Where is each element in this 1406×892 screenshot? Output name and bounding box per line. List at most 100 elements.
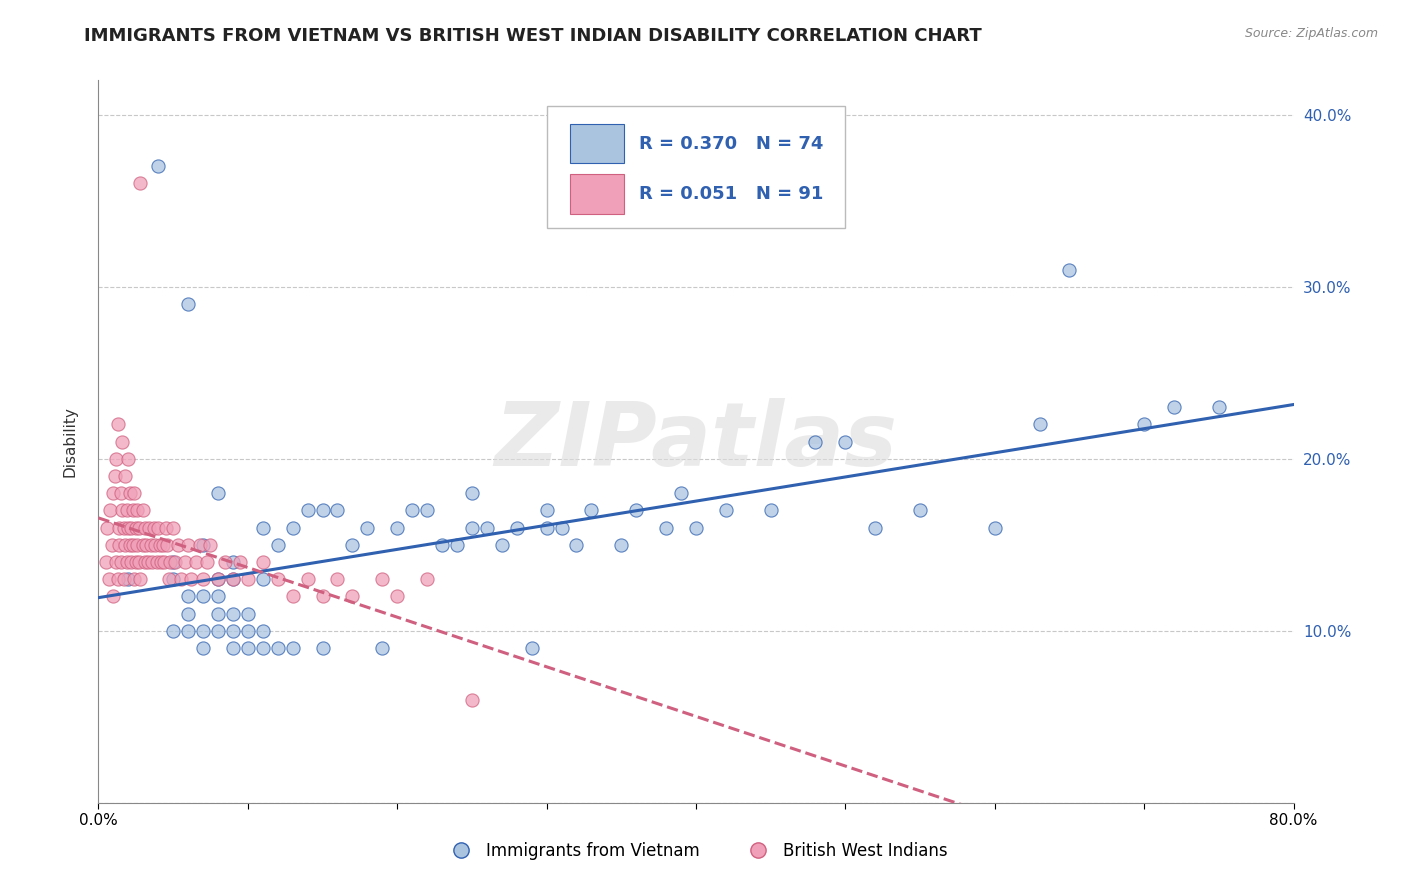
Point	[685, 520, 707, 534]
Point	[129, 177, 152, 191]
Point	[267, 640, 290, 655]
Point	[152, 538, 174, 552]
Point	[197, 555, 219, 569]
Point	[150, 555, 173, 569]
Point	[252, 555, 274, 569]
Point	[159, 555, 181, 569]
Point	[1059, 262, 1081, 277]
Point	[129, 572, 152, 586]
Point	[865, 520, 887, 534]
Point	[169, 572, 191, 586]
Point	[461, 486, 484, 500]
Point	[163, 555, 186, 569]
Point	[207, 572, 229, 586]
Point	[371, 572, 394, 586]
Point	[143, 538, 166, 552]
Point	[207, 572, 229, 586]
Point	[177, 538, 200, 552]
Point	[124, 572, 146, 586]
Point	[222, 640, 245, 655]
Point	[222, 572, 245, 586]
Point	[416, 572, 439, 586]
Point	[107, 572, 129, 586]
Point	[297, 503, 319, 517]
Point	[108, 520, 131, 534]
Point	[252, 640, 274, 655]
Point	[104, 469, 127, 483]
Point	[1133, 417, 1156, 432]
Point	[162, 520, 184, 534]
Point	[342, 538, 364, 552]
Point	[311, 640, 333, 655]
Point	[252, 520, 274, 534]
Point	[536, 503, 558, 517]
Point	[1208, 400, 1230, 414]
Point	[117, 451, 139, 466]
Point	[385, 590, 409, 604]
Point	[207, 624, 229, 638]
Point	[281, 520, 304, 534]
Point	[96, 520, 118, 534]
Point	[191, 624, 214, 638]
Point	[128, 555, 150, 569]
Point	[491, 538, 513, 552]
Point	[174, 555, 197, 569]
Point	[207, 607, 229, 621]
Point	[356, 520, 378, 534]
Point	[834, 434, 856, 449]
Point	[139, 538, 162, 552]
Legend: Immigrants from Vietnam, British West Indians: Immigrants from Vietnam, British West In…	[437, 836, 955, 867]
Point	[252, 624, 274, 638]
Point	[162, 555, 184, 569]
Point	[326, 572, 349, 586]
Point	[177, 590, 200, 604]
Point	[1028, 417, 1050, 432]
Point	[430, 538, 453, 552]
Point	[222, 607, 245, 621]
Point	[506, 520, 529, 534]
Point	[804, 434, 827, 449]
Point	[655, 520, 678, 534]
Point	[114, 469, 136, 483]
Point	[110, 555, 132, 569]
Point	[124, 486, 146, 500]
Point	[536, 520, 558, 534]
Y-axis label: Disability: Disability	[63, 406, 77, 477]
Point	[297, 572, 319, 586]
Point	[120, 520, 142, 534]
Point	[236, 624, 259, 638]
Point	[117, 520, 139, 534]
Point	[311, 590, 333, 604]
Point	[626, 503, 648, 517]
Point	[138, 520, 160, 534]
Text: Source: ZipAtlas.com: Source: ZipAtlas.com	[1244, 27, 1378, 40]
Point	[125, 520, 148, 534]
Point	[191, 590, 214, 604]
Point	[475, 520, 498, 534]
FancyBboxPatch shape	[547, 105, 845, 228]
Point	[252, 572, 274, 586]
Point	[118, 486, 141, 500]
Point	[177, 297, 200, 311]
Point	[236, 607, 259, 621]
Point	[520, 640, 543, 655]
Point	[120, 555, 142, 569]
Point	[177, 607, 200, 621]
Point	[97, 572, 120, 586]
Point	[180, 572, 202, 586]
Point	[669, 486, 692, 500]
Point	[136, 555, 159, 569]
Point	[149, 538, 172, 552]
Point	[371, 640, 394, 655]
Point	[565, 538, 588, 552]
Point	[311, 503, 333, 517]
Point	[184, 555, 207, 569]
Point	[134, 555, 156, 569]
Point	[342, 590, 364, 604]
Text: R = 0.051   N = 91: R = 0.051 N = 91	[638, 186, 823, 203]
Point	[112, 572, 135, 586]
Point	[461, 520, 484, 534]
Point	[111, 503, 134, 517]
Point	[111, 434, 134, 449]
Point	[121, 538, 143, 552]
